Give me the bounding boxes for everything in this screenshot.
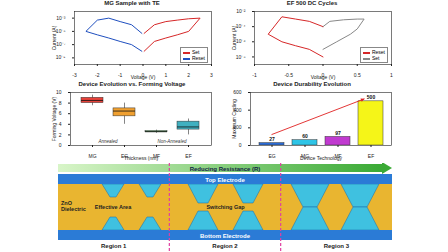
svg-text:Maximum Cycling: Maximum Cycling xyxy=(231,99,237,139)
html-text:Reset: Reset xyxy=(191,55,205,61)
svg-text:1: 1 xyxy=(164,72,167,78)
svg-text:10⁻⁸: 10⁻⁸ xyxy=(236,54,246,60)
svg-text:6: 6 xyxy=(59,110,62,116)
svg-text:3: 3 xyxy=(210,72,213,78)
svg-text:-1: -1 xyxy=(252,72,257,78)
svg-text:Voltage (V): Voltage (V) xyxy=(131,74,156,80)
svg-text:0: 0 xyxy=(59,142,62,148)
svg-text:10⁻⁶: 10⁻⁶ xyxy=(236,38,246,44)
html-text:Reset: Reset xyxy=(371,49,385,55)
svg-text:Reducing Resistance (R): Reducing Resistance (R) xyxy=(190,166,261,172)
svg-text:4: 4 xyxy=(59,121,62,127)
svg-text:10: 10 xyxy=(56,89,62,95)
svg-text:0.5: 0.5 xyxy=(354,72,361,78)
svg-text:EF: EF xyxy=(368,153,374,159)
svg-text:EG: EG xyxy=(268,153,275,159)
svg-text:10⁻⁷: 10⁻⁷ xyxy=(56,41,66,47)
svg-text:Current (A): Current (A) xyxy=(51,25,57,50)
svg-text:0: 0 xyxy=(239,142,242,148)
svg-text:Region 2: Region 2 xyxy=(212,243,238,249)
svg-text:27: 27 xyxy=(269,136,275,142)
svg-text:10⁻²: 10⁻² xyxy=(236,8,246,14)
svg-text:Non-Annealed: Non-Annealed xyxy=(158,139,187,144)
svg-text:Current (A): Current (A) xyxy=(231,25,237,50)
html-text:Device Durability Evolution: Device Durability Evolution xyxy=(273,81,351,87)
html-text:EF 500 DC Cycles: EF 500 DC Cycles xyxy=(286,0,338,6)
svg-text:Device Technology: Device Technology xyxy=(300,155,342,161)
svg-text:2: 2 xyxy=(59,132,62,138)
svg-text:Bottom Electrode: Bottom Electrode xyxy=(200,233,251,239)
svg-text:Voltage (V): Voltage (V) xyxy=(311,74,336,80)
html-text:Device Evolution vs. Forming V: Device Evolution vs. Forming Voltage xyxy=(78,81,186,87)
svg-text:97: 97 xyxy=(335,130,341,136)
html-text:MG Sample with TE: MG Sample with TE xyxy=(104,0,160,6)
svg-text:10⁻⁴: 10⁻⁴ xyxy=(236,23,246,29)
svg-text:EF: EF xyxy=(185,153,191,159)
svg-text:2: 2 xyxy=(187,72,190,78)
svg-text:200: 200 xyxy=(233,124,242,131)
svg-text:Annealed: Annealed xyxy=(97,139,118,144)
svg-text:-1: -1 xyxy=(118,72,123,78)
html-text:Set: Set xyxy=(191,49,200,55)
svg-text:Effective Area: Effective Area xyxy=(95,204,132,210)
svg-text:60: 60 xyxy=(302,133,308,139)
svg-text:-0.5: -0.5 xyxy=(284,72,293,78)
svg-text:Region 3: Region 3 xyxy=(324,243,350,249)
svg-text:Thickness (nm): Thickness (nm) xyxy=(124,155,159,161)
svg-text:Switching Gap: Switching Gap xyxy=(206,204,245,210)
svg-text:-3: -3 xyxy=(72,72,77,78)
svg-text:500: 500 xyxy=(367,94,376,100)
svg-text:Forming Voltage (V): Forming Voltage (V) xyxy=(51,96,57,141)
svg-text:10⁻³: 10⁻³ xyxy=(56,15,66,21)
svg-text:8: 8 xyxy=(59,100,62,106)
svg-text:-2: -2 xyxy=(95,72,100,78)
html-text:Set: Set xyxy=(371,55,380,61)
svg-text:MG: MG xyxy=(88,153,96,159)
svg-text:400: 400 xyxy=(233,106,242,113)
svg-text:Top Electrode: Top Electrode xyxy=(205,177,245,183)
svg-text:ZnODielectric: ZnODielectric xyxy=(61,200,86,212)
svg-text:10⁻⁹: 10⁻⁹ xyxy=(56,54,66,60)
svg-text:10⁻⁵: 10⁻⁵ xyxy=(56,28,66,34)
svg-text:1: 1 xyxy=(390,72,393,78)
svg-text:600: 600 xyxy=(233,89,242,95)
svg-text:Region 1: Region 1 xyxy=(101,243,127,249)
